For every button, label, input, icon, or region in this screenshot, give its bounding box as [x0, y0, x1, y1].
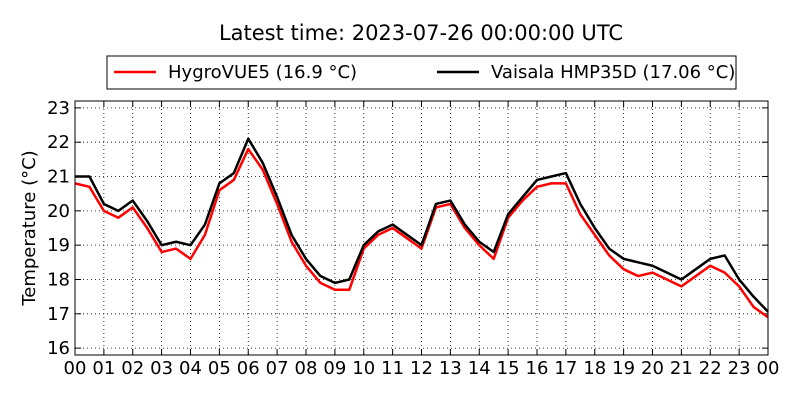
x-tick-label: 01 — [92, 358, 115, 379]
x-tick-label: 04 — [179, 358, 202, 379]
x-tick-label: 22 — [699, 358, 722, 379]
x-tick-label: 16 — [526, 358, 549, 379]
x-tick-label: 07 — [266, 358, 289, 379]
x-tick-label: 20 — [641, 358, 664, 379]
legend-box — [106, 55, 737, 90]
x-tick-label: 18 — [583, 358, 606, 379]
plot-frame — [74, 100, 769, 356]
x-tick-label: 19 — [612, 358, 635, 379]
chart-title: Latest time: 2023-07-26 00:00:00 UTC — [219, 21, 623, 45]
x-tick-label: 10 — [352, 358, 375, 379]
data-line — [75, 137, 769, 313]
x-tick-label: 02 — [121, 358, 144, 379]
x-tick-label: 05 — [208, 358, 231, 379]
x-tick-label: 06 — [237, 358, 260, 379]
data-line — [74, 147, 769, 319]
x-tick-label: 11 — [381, 358, 404, 379]
plot-background — [75, 101, 768, 355]
y-tick-label: 19 — [47, 235, 70, 256]
x-tick-label: 17 — [554, 358, 577, 379]
y-axis-label: Temperature (°C) — [19, 150, 40, 306]
legend-label: HygroVUE5 (16.9 °C) — [168, 62, 357, 83]
x-tick-label: 23 — [728, 358, 751, 379]
x-tick-label: 13 — [439, 358, 462, 379]
y-tick-label: 16 — [47, 338, 70, 359]
y-tick-label: 20 — [47, 201, 70, 222]
legend-label: Vaisala HMP35D (17.06 °C) — [491, 62, 735, 83]
y-tick-label: 18 — [47, 269, 70, 290]
x-tick-label: 09 — [323, 358, 346, 379]
x-tick-label: 03 — [150, 358, 173, 379]
x-tick-label: 00 — [64, 358, 87, 379]
y-tick-label: 21 — [47, 167, 70, 188]
y-tick-label: 23 — [47, 98, 70, 119]
x-tick-label: 15 — [497, 358, 520, 379]
x-tick-label: 08 — [295, 358, 318, 379]
x-tick-label: 14 — [468, 358, 491, 379]
x-tick-label: 21 — [670, 358, 693, 379]
y-tick-label: 22 — [47, 132, 70, 153]
y-tick-label: 17 — [47, 304, 70, 325]
x-tick-label: 12 — [410, 358, 433, 379]
x-tick-label: 00 — [757, 358, 780, 379]
